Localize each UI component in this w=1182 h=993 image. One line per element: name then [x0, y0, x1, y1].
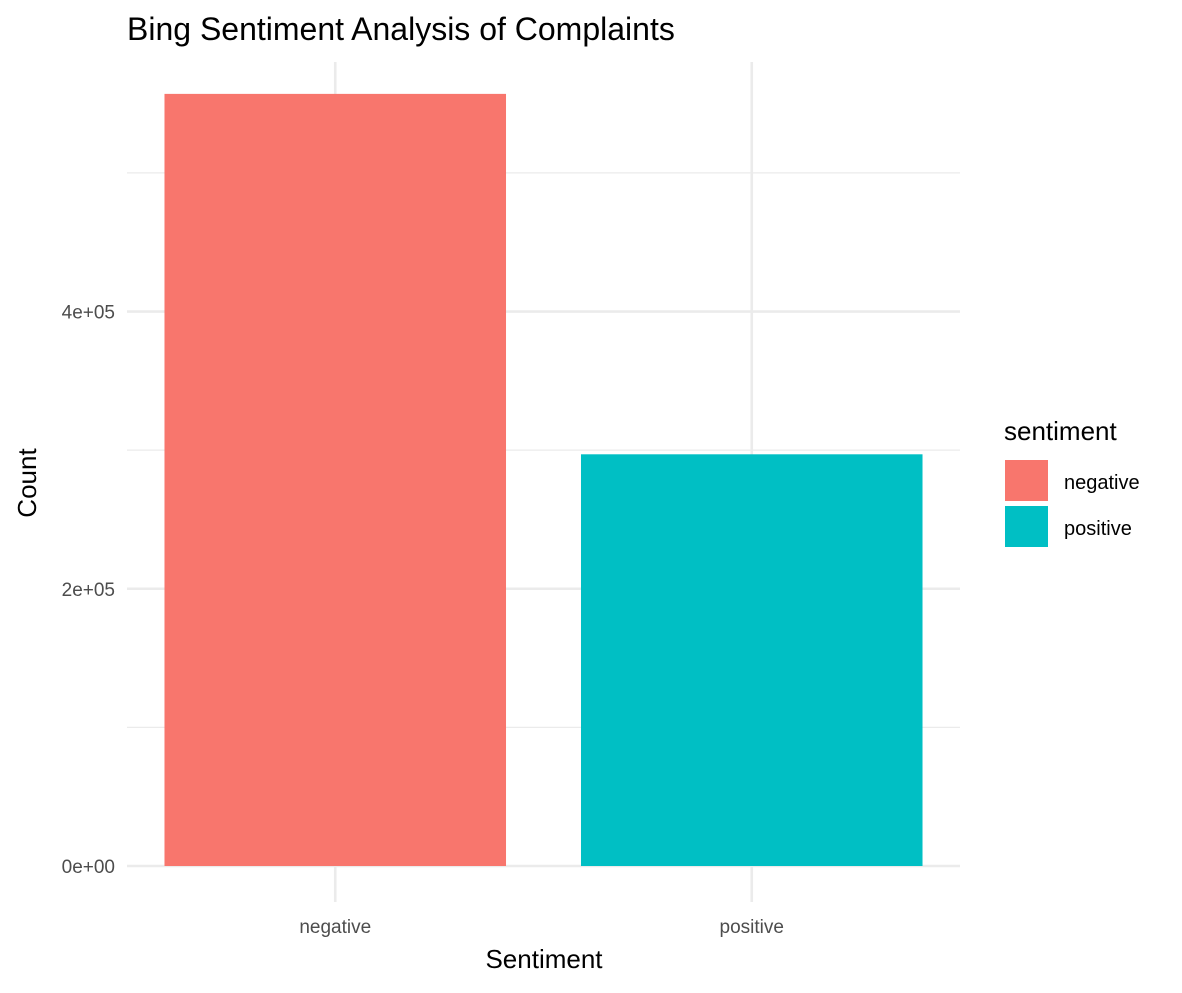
y-tick-label-2: 4e+05	[62, 303, 115, 324]
legend: sentiment negative positive	[1004, 416, 1140, 547]
chart-title: Bing Sentiment Analysis of Complaints	[127, 11, 675, 47]
bar-positive	[580, 454, 923, 866]
legend-key-negative	[1005, 460, 1048, 501]
x-tick-label-negative: negative	[299, 917, 371, 938]
y-tick-label-0: 0e+00	[62, 857, 115, 878]
x-tick-label-positive: positive	[720, 917, 784, 938]
bars	[164, 93, 923, 867]
legend-key-positive	[1005, 506, 1048, 547]
y-axis-title: Count	[12, 448, 42, 518]
x-axis-title: Sentiment	[485, 944, 603, 974]
legend-label-negative: negative	[1064, 472, 1140, 494]
legend-title: sentiment	[1004, 416, 1117, 446]
y-axis-ticks: 0e+00 2e+05 4e+05	[62, 303, 115, 878]
y-tick-label-1: 2e+05	[62, 580, 115, 601]
x-axis-ticks: negative positive	[299, 917, 784, 938]
legend-label-positive: positive	[1064, 518, 1132, 540]
bar-negative	[164, 93, 507, 867]
